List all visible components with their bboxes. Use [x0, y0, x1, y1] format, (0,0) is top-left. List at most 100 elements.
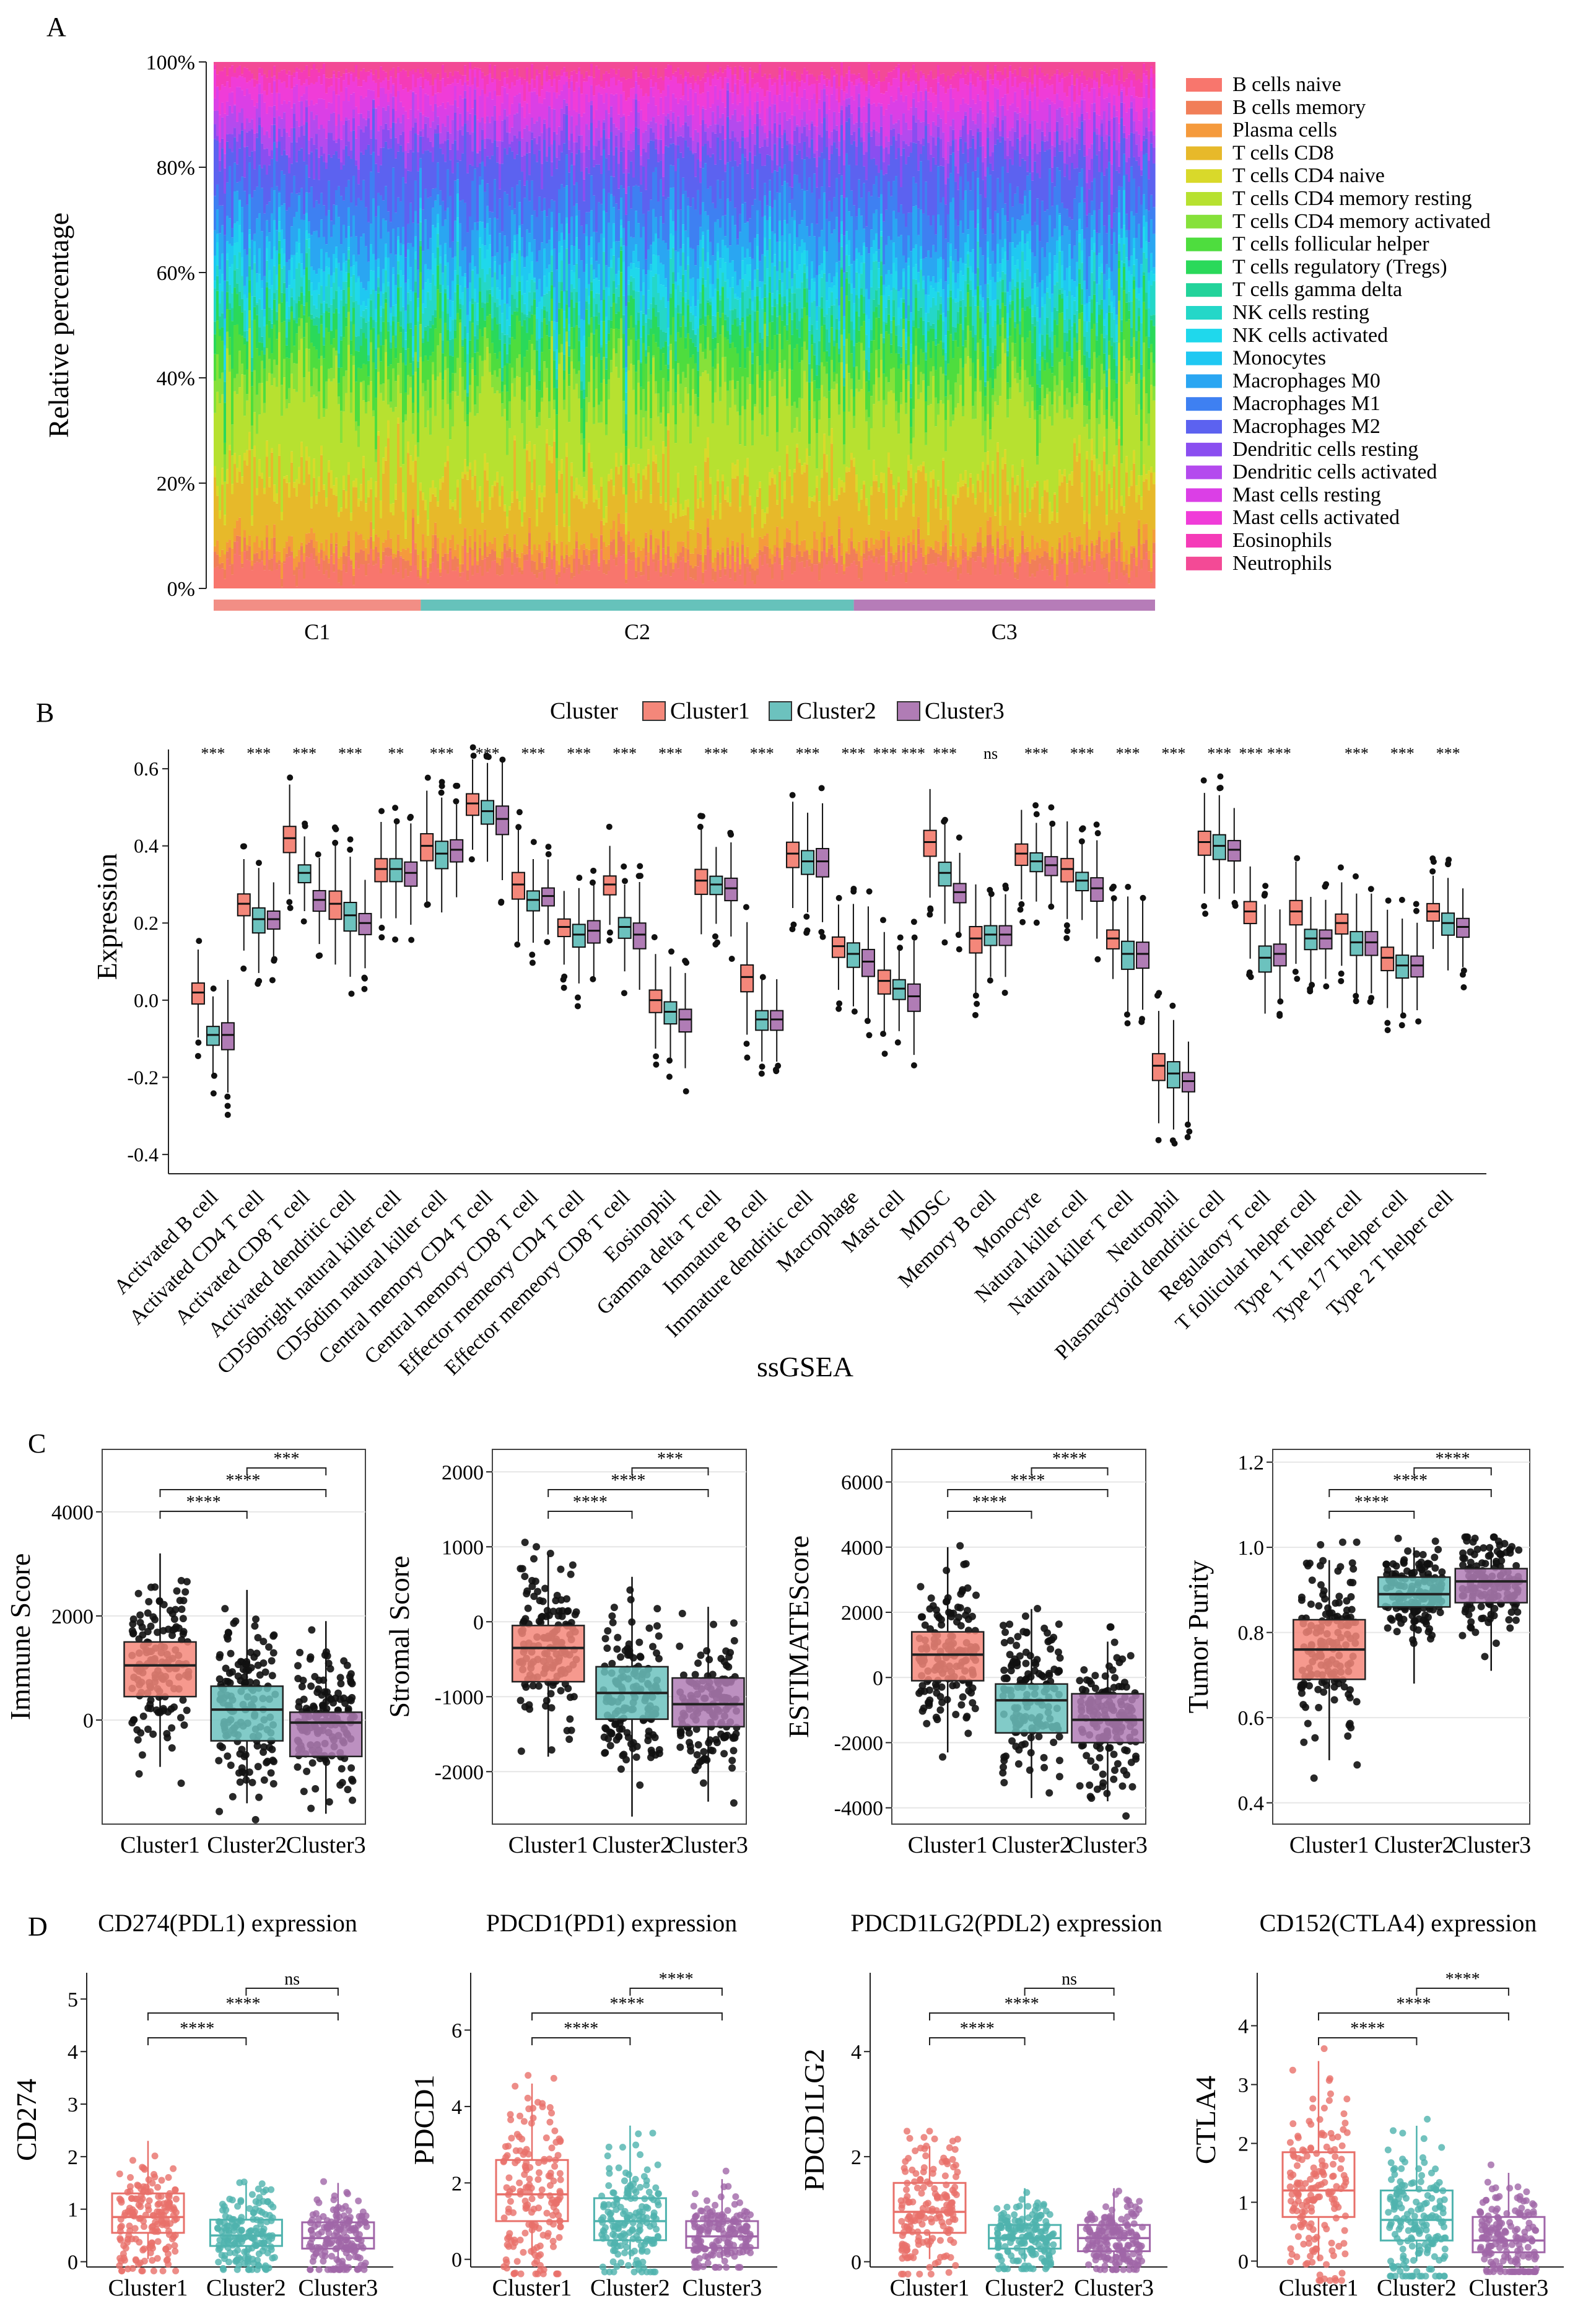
stacked-bar-segment	[548, 62, 551, 76]
stacked-bar-segment	[419, 77, 422, 87]
stacked-bar-segment	[387, 62, 390, 81]
stacked-bar-segment	[303, 220, 306, 270]
stacked-bar-segment	[568, 78, 571, 89]
stacked-bar-segment	[771, 478, 774, 554]
stacked-bar-segment	[471, 255, 474, 270]
stacked-bar-segment	[635, 372, 638, 415]
stacked-bar-segment	[417, 307, 420, 321]
stacked-bar-segment	[734, 404, 737, 465]
stacked-bar-segment	[342, 306, 346, 338]
stacked-bar-segment	[548, 349, 551, 401]
stacked-bar-segment	[588, 325, 591, 337]
stacked-bar-segment	[754, 343, 757, 404]
stacked-bar-segment	[395, 304, 398, 317]
stacked-bar-segment	[471, 180, 474, 230]
stacked-bar-segment	[310, 266, 313, 283]
stacked-bar-segment	[427, 72, 430, 81]
stacked-bar-segment	[399, 134, 403, 146]
stacked-bar-segment	[338, 582, 341, 588]
stacked-bar-segment	[523, 62, 526, 80]
stacked-bar-segment	[697, 566, 700, 588]
stacked-bar-segment	[575, 182, 578, 204]
stacked-bar-segment	[662, 264, 665, 286]
stacked-bar-segment	[508, 510, 512, 547]
stacked-bar-segment	[709, 381, 712, 478]
stacked-bar-segment	[603, 525, 606, 543]
stacked-bar-segment	[494, 353, 497, 370]
stacked-bar-segment	[704, 82, 707, 110]
stacked-bar-segment	[355, 552, 358, 561]
stacked-bar-segment	[325, 62, 328, 78]
stacked-bar-segment	[481, 302, 484, 308]
stacked-bar-segment	[476, 230, 479, 274]
stacked-bar-segment	[608, 341, 611, 380]
stacked-bar-segment	[620, 62, 623, 78]
stacked-bar-segment	[714, 392, 717, 496]
stacked-bar-segment	[300, 263, 303, 277]
stacked-bar-segment	[224, 369, 227, 382]
stacked-bar-segment	[543, 318, 546, 362]
stacked-bar-segment	[479, 221, 482, 238]
stacked-bar-segment	[657, 416, 660, 473]
stacked-bar-segment	[533, 315, 536, 351]
stacked-bar-segment	[256, 273, 259, 283]
stacked-bar-segment	[286, 288, 289, 302]
stacked-bar-segment	[684, 292, 687, 303]
stacked-bar-segment	[219, 90, 222, 115]
stacked-bar-segment	[340, 139, 343, 163]
stacked-bar-segment	[736, 285, 739, 297]
stacked-bar-segment	[422, 361, 425, 383]
stacked-bar-segment	[662, 223, 665, 241]
stacked-bar-segment	[380, 66, 383, 83]
stacked-bar-segment	[315, 69, 318, 82]
stacked-bar-segment	[424, 68, 427, 80]
stacked-bar-segment	[303, 377, 306, 403]
stacked-bar-segment	[375, 564, 378, 588]
stacked-bar-segment	[231, 245, 234, 264]
stacked-bar-segment	[615, 288, 618, 304]
stacked-bar-segment	[434, 227, 437, 259]
stacked-bar-segment	[677, 362, 680, 375]
stacked-bar-segment	[570, 462, 573, 476]
stacked-bar-segment	[585, 167, 588, 212]
stacked-bar-segment	[533, 282, 536, 292]
stacked-bar-segment	[667, 559, 670, 588]
stacked-bar-segment	[645, 121, 648, 131]
stacked-bar-segment	[652, 87, 655, 97]
stacked-bar-segment	[543, 486, 546, 497]
stacked-bar-segment	[372, 289, 375, 320]
stacked-bar-segment	[682, 372, 685, 413]
stacked-bar-segment	[640, 337, 643, 362]
stacked-bar-segment	[692, 530, 695, 554]
stacked-bar-segment	[271, 309, 274, 324]
stacked-bar-segment	[323, 153, 326, 162]
stacked-bar-segment	[253, 169, 256, 191]
stacked-bar-segment	[372, 152, 375, 199]
stacked-bar-segment	[370, 62, 373, 70]
stacked-bar-segment	[702, 562, 705, 573]
stacked-bar-segment	[736, 121, 739, 142]
stacked-bar-segment	[491, 375, 494, 388]
y-tick-label: 40%	[157, 367, 195, 390]
stacked-bar-segment	[449, 248, 452, 300]
stacked-bar-segment	[726, 198, 730, 248]
stacked-bar-segment	[697, 300, 700, 329]
stacked-bar-segment	[246, 118, 249, 133]
stacked-bar-segment	[338, 367, 341, 383]
stacked-bar-segment	[501, 403, 504, 417]
stacked-bar-segment	[603, 238, 606, 252]
stacked-bar-segment	[717, 469, 720, 481]
stacked-bar-segment	[494, 317, 497, 354]
stacked-bar-segment	[536, 217, 539, 262]
stacked-bar-segment	[481, 62, 484, 72]
stacked-bar-segment	[310, 397, 313, 497]
stacked-bar-segment	[370, 224, 373, 245]
stacked-bar-segment	[271, 107, 274, 125]
stacked-bar-segment	[360, 200, 363, 237]
stacked-bar-segment	[640, 237, 643, 292]
stacked-bar-segment	[617, 164, 621, 189]
stacked-bar-segment	[610, 541, 613, 556]
stacked-bar-segment	[590, 210, 593, 237]
stacked-bar-segment	[238, 305, 242, 335]
stacked-bar-segment	[640, 499, 643, 551]
